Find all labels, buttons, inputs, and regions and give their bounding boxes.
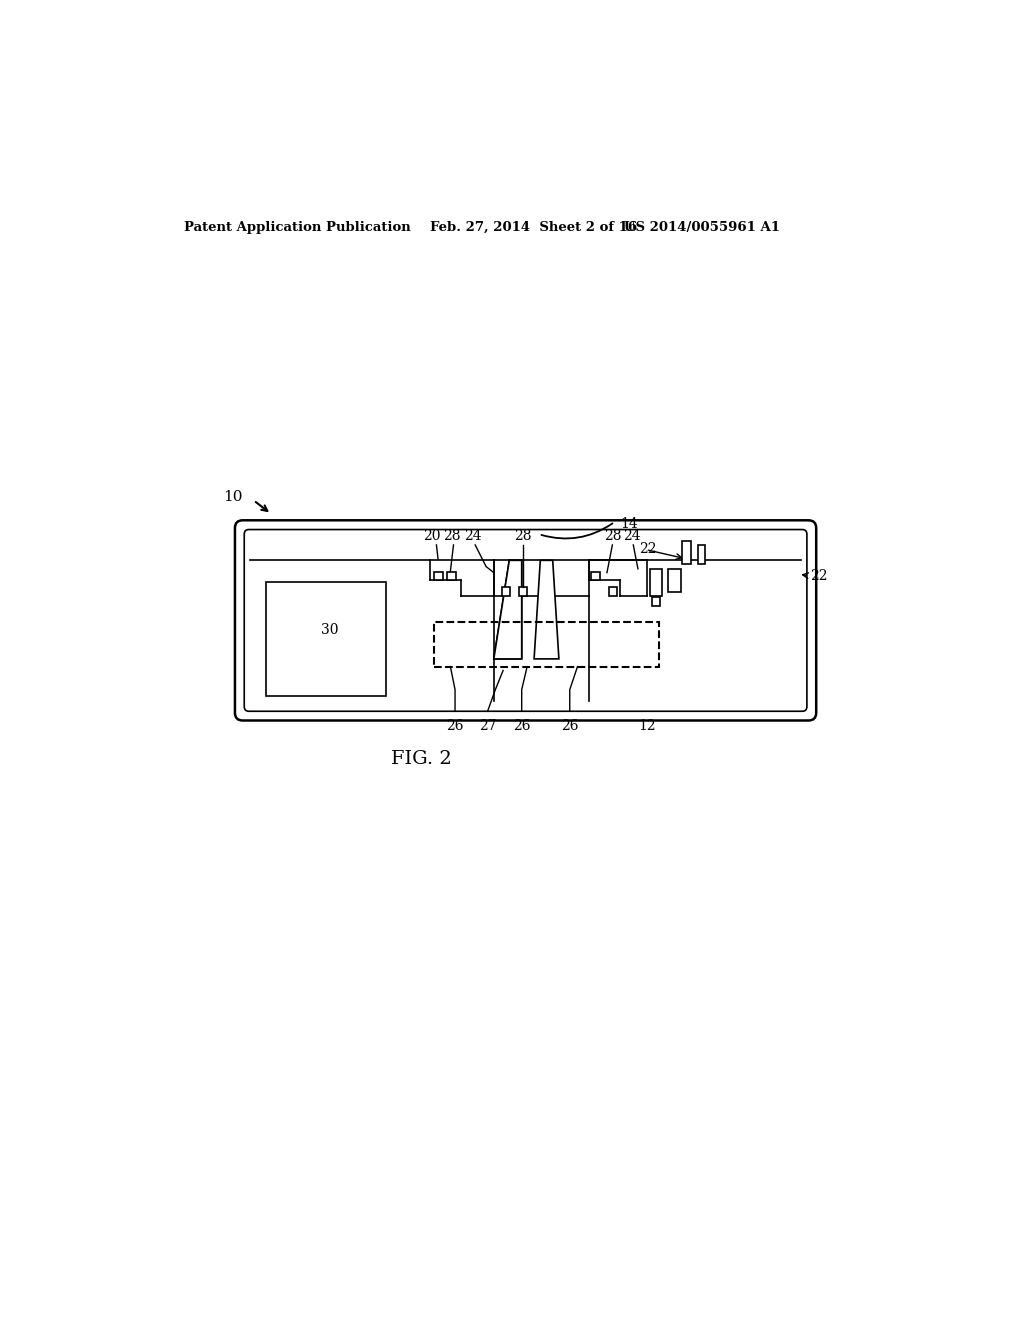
Bar	[434, 622, 658, 667]
Text: 28: 28	[443, 529, 461, 544]
Text: 24: 24	[623, 529, 641, 544]
Bar	[518, 587, 527, 595]
Bar	[649, 569, 662, 595]
Text: 30: 30	[322, 623, 339, 636]
Text: 10: 10	[223, 490, 243, 504]
Text: Feb. 27, 2014  Sheet 2 of 16: Feb. 27, 2014 Sheet 2 of 16	[430, 222, 637, 234]
Bar	[652, 597, 660, 606]
Text: 27: 27	[479, 719, 497, 733]
Text: 12: 12	[638, 719, 655, 733]
Text: 26: 26	[561, 719, 579, 733]
Text: 14: 14	[621, 517, 638, 531]
Text: US 2014/0055961 A1: US 2014/0055961 A1	[624, 222, 780, 234]
Bar	[697, 545, 706, 564]
Text: 26: 26	[513, 719, 530, 733]
Text: Patent Application Publication: Patent Application Publication	[183, 222, 411, 234]
Bar	[266, 582, 386, 696]
Bar	[434, 572, 442, 581]
FancyBboxPatch shape	[234, 520, 816, 721]
Text: 22: 22	[810, 569, 827, 582]
Bar	[592, 572, 600, 581]
Text: 26: 26	[446, 719, 464, 733]
Text: 28: 28	[514, 529, 532, 544]
Polygon shape	[535, 561, 559, 659]
Text: FIG. 2: FIG. 2	[390, 750, 452, 768]
Text: 24: 24	[464, 529, 481, 544]
Bar	[447, 572, 456, 581]
Polygon shape	[494, 561, 521, 659]
Bar	[608, 587, 617, 595]
Text: 22: 22	[640, 541, 657, 556]
Bar	[502, 587, 510, 595]
Bar	[682, 541, 691, 564]
Text: 20: 20	[423, 529, 440, 544]
Bar	[669, 569, 681, 591]
Text: 28: 28	[603, 529, 622, 544]
